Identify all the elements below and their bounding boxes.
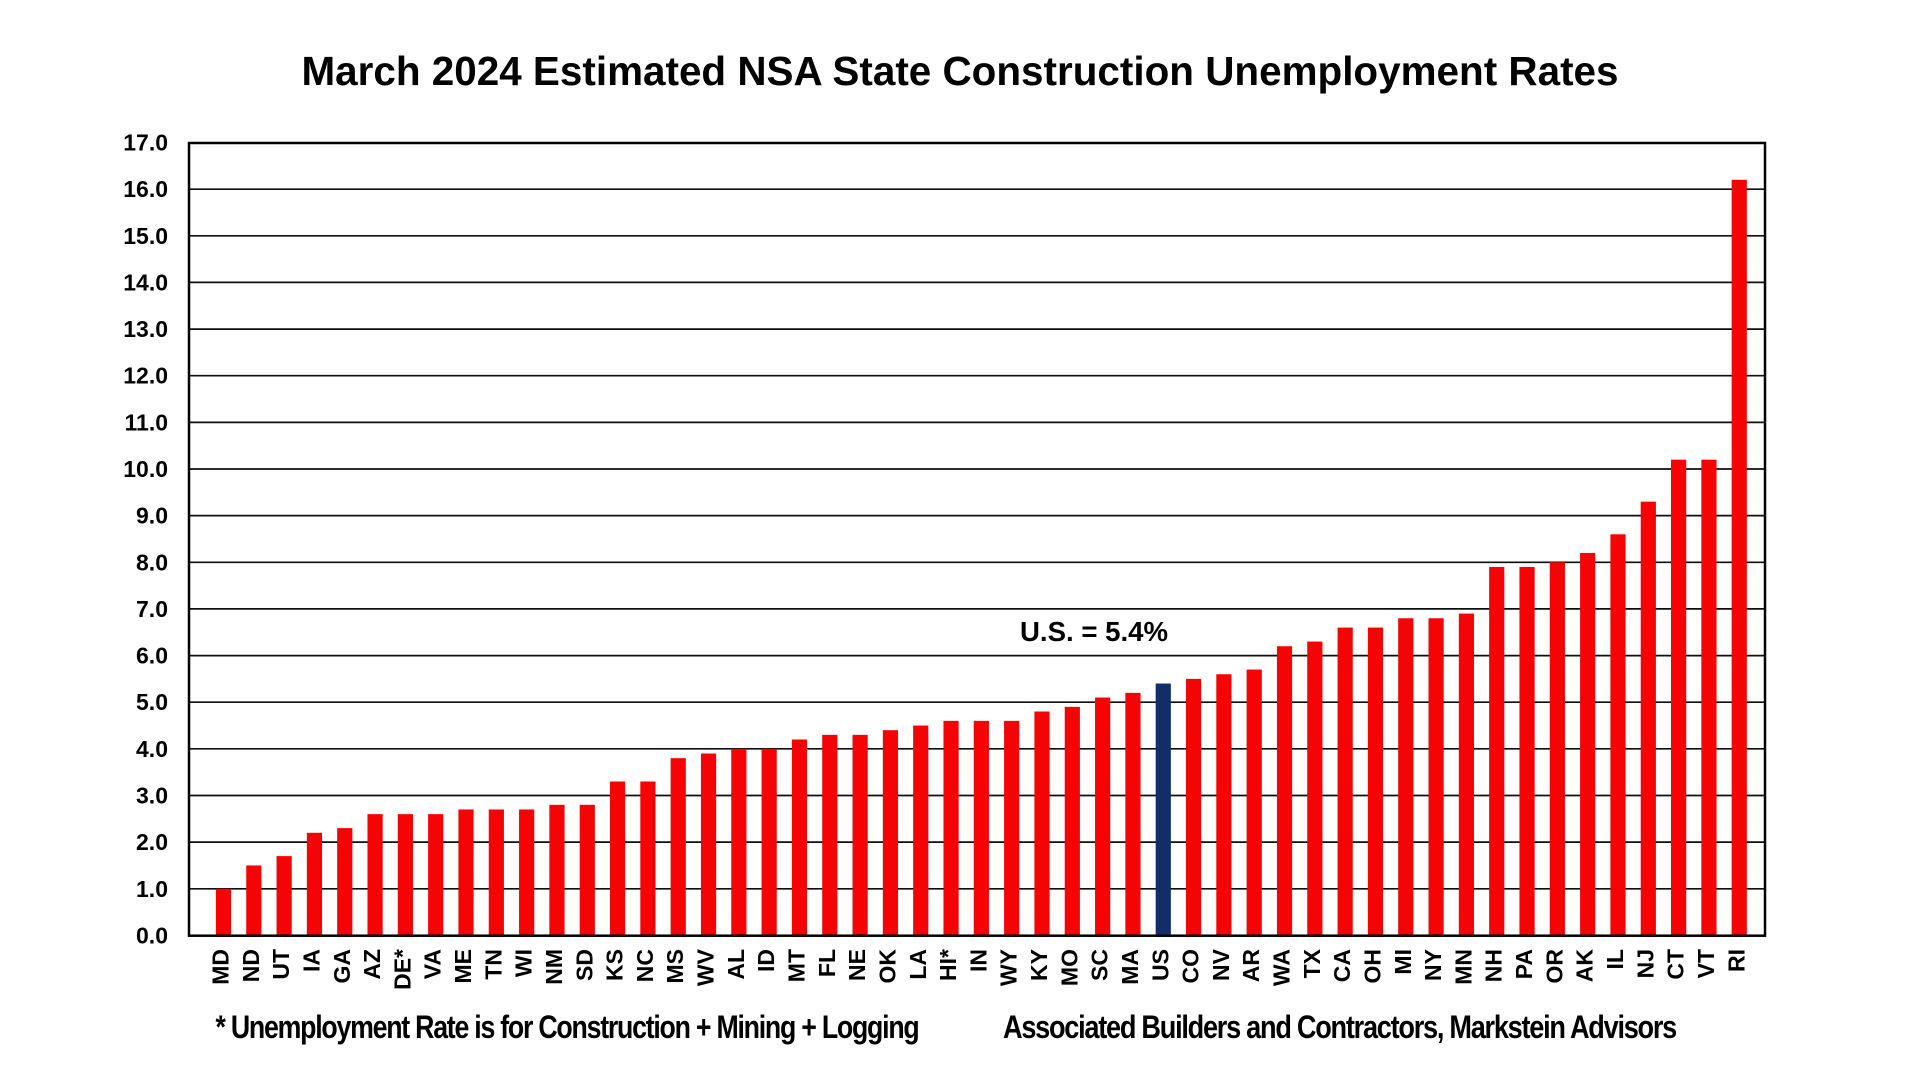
svg-text:AZ: AZ: [359, 949, 385, 980]
svg-text:ME: ME: [450, 949, 476, 984]
svg-text:8.0: 8.0: [136, 549, 168, 575]
svg-text:* Unemployment Rate is for Con: * Unemployment Rate is for Construction …: [216, 1009, 919, 1045]
svg-text:MI: MI: [1390, 949, 1416, 975]
svg-text:GA: GA: [329, 949, 355, 984]
svg-text:TX: TX: [1299, 948, 1325, 978]
svg-text:9.0: 9.0: [136, 503, 168, 529]
svg-text:VA: VA: [420, 949, 446, 979]
svg-text:NE: NE: [844, 949, 870, 981]
svg-text:IA: IA: [298, 949, 324, 972]
svg-text:WY: WY: [996, 949, 1022, 986]
svg-text:CO: CO: [1178, 949, 1204, 984]
svg-text:17.0: 17.0: [123, 130, 168, 156]
svg-text:PA: PA: [1511, 949, 1537, 979]
svg-text:1.0: 1.0: [136, 876, 168, 902]
svg-text:NJ: NJ: [1632, 949, 1658, 978]
svg-text:March 2024 Estimated NSA State: March 2024 Estimated NSA State Construct…: [302, 48, 1619, 94]
svg-text:WV: WV: [693, 948, 719, 986]
svg-text:2.0: 2.0: [136, 829, 168, 855]
svg-text:WA: WA: [1269, 949, 1295, 986]
svg-text:AK: AK: [1572, 949, 1598, 983]
svg-text:AR: AR: [1238, 949, 1264, 983]
svg-text:AL: AL: [723, 949, 749, 980]
svg-text:FL: FL: [814, 949, 840, 977]
svg-text:US: US: [1147, 949, 1173, 981]
svg-text:WI: WI: [511, 949, 537, 977]
svg-text:Associated Builders and Contra: Associated Builders and Contractors, Mar…: [1003, 1009, 1676, 1045]
svg-text:NC: NC: [632, 949, 658, 982]
svg-text:15.0: 15.0: [123, 223, 168, 249]
svg-text:4.0: 4.0: [136, 736, 168, 762]
svg-text:VT: VT: [1693, 949, 1719, 978]
svg-text:0.0: 0.0: [136, 922, 168, 948]
svg-text:RI: RI: [1723, 949, 1749, 972]
svg-text:NH: NH: [1481, 949, 1507, 982]
svg-text:11.0: 11.0: [125, 409, 169, 435]
svg-text:MA: MA: [1117, 949, 1143, 985]
svg-text:KY: KY: [1026, 949, 1052, 981]
svg-text:NM: NM: [541, 949, 567, 985]
svg-text:ND: ND: [238, 949, 264, 982]
svg-text:OK: OK: [874, 949, 900, 984]
svg-text:MN: MN: [1450, 949, 1476, 985]
svg-text:CA: CA: [1329, 949, 1355, 982]
svg-text:OR: OR: [1541, 949, 1567, 984]
svg-text:6.0: 6.0: [136, 643, 168, 669]
svg-text:MO: MO: [1056, 949, 1082, 986]
svg-text:13.0: 13.0: [123, 316, 168, 342]
svg-text:NV: NV: [1208, 948, 1234, 981]
svg-text:CT: CT: [1663, 949, 1689, 980]
svg-text:7.0: 7.0: [136, 596, 168, 622]
svg-text:IL: IL: [1602, 949, 1628, 969]
svg-text:DE*: DE*: [389, 949, 415, 990]
svg-text:OH: OH: [1359, 949, 1385, 984]
svg-text:HI*: HI*: [935, 949, 961, 981]
svg-text:MT: MT: [783, 949, 809, 982]
svg-text:MD: MD: [208, 949, 234, 985]
svg-text:TN: TN: [480, 949, 506, 980]
svg-text:12.0: 12.0: [123, 363, 168, 389]
svg-text:LA: LA: [905, 949, 931, 980]
svg-text:ID: ID: [753, 949, 779, 972]
svg-text:KS: KS: [602, 949, 628, 981]
svg-text:10.0: 10.0: [123, 456, 168, 482]
svg-text:5.0: 5.0: [136, 689, 168, 715]
svg-text:MS: MS: [662, 949, 688, 984]
svg-text:NY: NY: [1420, 949, 1446, 981]
svg-text:U.S. = 5.4%: U.S. = 5.4%: [1020, 616, 1168, 647]
svg-text:SC: SC: [1087, 949, 1113, 981]
svg-text:16.0: 16.0: [123, 176, 168, 202]
svg-text:3.0: 3.0: [136, 783, 168, 809]
svg-text:14.0: 14.0: [123, 269, 168, 295]
svg-text:UT: UT: [268, 949, 294, 980]
svg-text:SD: SD: [571, 949, 597, 981]
svg-text:IN: IN: [965, 949, 991, 972]
